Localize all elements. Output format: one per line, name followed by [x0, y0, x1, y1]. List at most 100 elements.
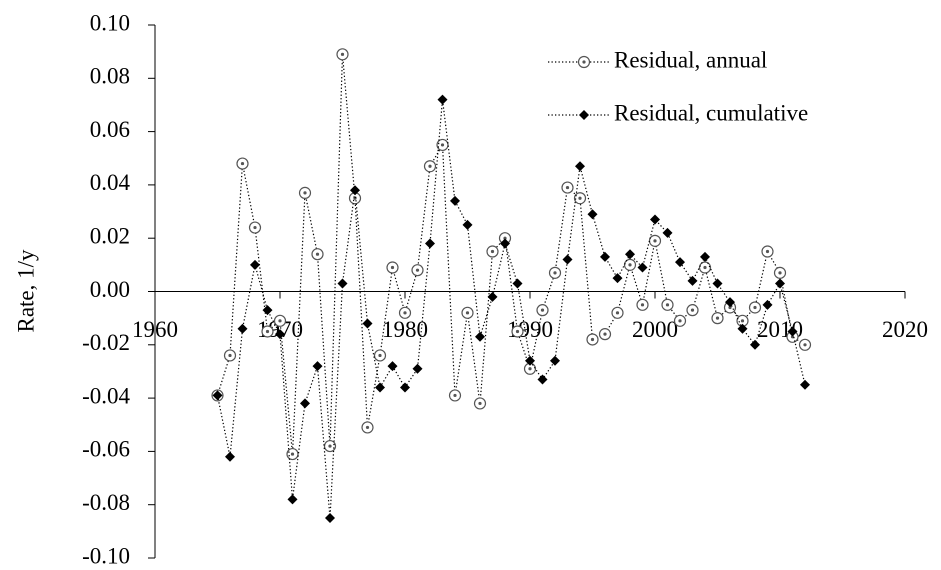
data-point	[212, 390, 223, 401]
data-point	[800, 379, 810, 390]
data-point	[536, 304, 549, 317]
marker-dot	[703, 265, 707, 270]
marker-dot	[803, 343, 807, 347]
data-point	[323, 439, 337, 453]
data-point	[750, 339, 760, 350]
data-point	[286, 447, 299, 461]
data-point	[298, 186, 312, 199]
marker-dot	[478, 401, 482, 406]
data-point	[236, 157, 249, 170]
data-point	[786, 330, 799, 343]
legend-label: Residual, annual	[614, 47, 767, 72]
marker-dot	[415, 268, 420, 272]
marker-dot	[328, 444, 332, 448]
data-point	[337, 278, 348, 289]
y-tick-label: -0.10	[82, 543, 130, 568]
marker-dot	[515, 329, 520, 334]
data-point	[537, 374, 548, 385]
marker-dot	[728, 305, 732, 310]
data-point	[398, 306, 412, 319]
data-point	[248, 221, 262, 234]
marker-dot	[582, 60, 586, 64]
marker-dot	[278, 319, 282, 323]
marker-dot	[303, 191, 307, 195]
data-point	[511, 325, 524, 338]
data-point	[773, 266, 787, 279]
data-point	[500, 238, 510, 249]
data-point	[350, 185, 360, 196]
data-point	[336, 48, 349, 61]
marker-dot	[740, 319, 745, 323]
data-point	[775, 278, 785, 289]
data-point	[712, 278, 723, 289]
marker-dot	[228, 353, 232, 358]
data-point	[473, 397, 487, 410]
marker-dot	[315, 252, 320, 256]
legend-marker	[577, 55, 591, 69]
data-point	[723, 301, 737, 314]
data-point	[300, 398, 310, 409]
data-point	[762, 299, 773, 310]
data-point	[436, 138, 449, 152]
y-tick-label: 0.06	[90, 117, 130, 142]
marker-dot	[403, 311, 407, 315]
data-point	[675, 257, 685, 268]
marker-dot	[553, 271, 557, 275]
marker-dot	[765, 249, 770, 254]
data-point	[325, 513, 335, 524]
data-point	[648, 234, 662, 247]
marker-dot	[265, 329, 270, 334]
x-tick-label: 2000	[632, 317, 678, 342]
y-tick-label: -0.06	[82, 437, 130, 462]
y-tick-label: 0.08	[90, 64, 130, 89]
data-point	[711, 312, 724, 325]
data-point	[425, 238, 435, 249]
data-point	[387, 361, 398, 372]
data-point	[261, 325, 274, 338]
data-point	[273, 314, 287, 327]
marker-dot	[340, 52, 345, 56]
data-point	[637, 262, 648, 273]
data-point	[486, 245, 499, 258]
data-point	[598, 328, 612, 341]
data-point	[448, 389, 462, 402]
data-point	[798, 338, 812, 351]
data-point	[400, 382, 410, 393]
data-point	[612, 273, 623, 284]
data-point	[548, 266, 562, 279]
data-point	[375, 382, 385, 393]
marker-dot	[603, 332, 607, 336]
data-point	[361, 421, 374, 434]
marker-dot	[503, 236, 507, 240]
data-point	[562, 254, 573, 265]
marker-dot	[528, 367, 532, 371]
marker-dot	[578, 196, 582, 200]
data-point	[698, 261, 712, 274]
data-point	[262, 305, 273, 316]
data-point	[223, 349, 237, 362]
marker-dot	[290, 452, 295, 456]
marker-dot	[428, 164, 432, 168]
marker-dot	[540, 308, 545, 312]
data-point	[636, 298, 649, 311]
data-point	[523, 362, 537, 375]
marker-dot	[378, 353, 382, 358]
marker-dot	[778, 271, 782, 275]
data-point	[386, 261, 399, 274]
data-point	[287, 494, 298, 505]
y-tick-label: 0.10	[90, 10, 130, 35]
data-point	[461, 306, 474, 319]
marker-dot	[590, 337, 595, 342]
y-tick-label: 0.02	[90, 223, 130, 248]
data-point	[475, 331, 485, 342]
data-point	[412, 363, 423, 374]
data-point	[312, 361, 323, 372]
y-tick-label: 0.04	[90, 170, 131, 195]
y-axis-title: Rate, 1/y	[13, 249, 38, 333]
data-point	[462, 219, 473, 230]
marker-dot	[440, 143, 445, 147]
data-point	[561, 181, 574, 194]
marker-dot	[465, 311, 470, 315]
marker-dot	[240, 161, 245, 166]
data-point	[362, 318, 373, 329]
